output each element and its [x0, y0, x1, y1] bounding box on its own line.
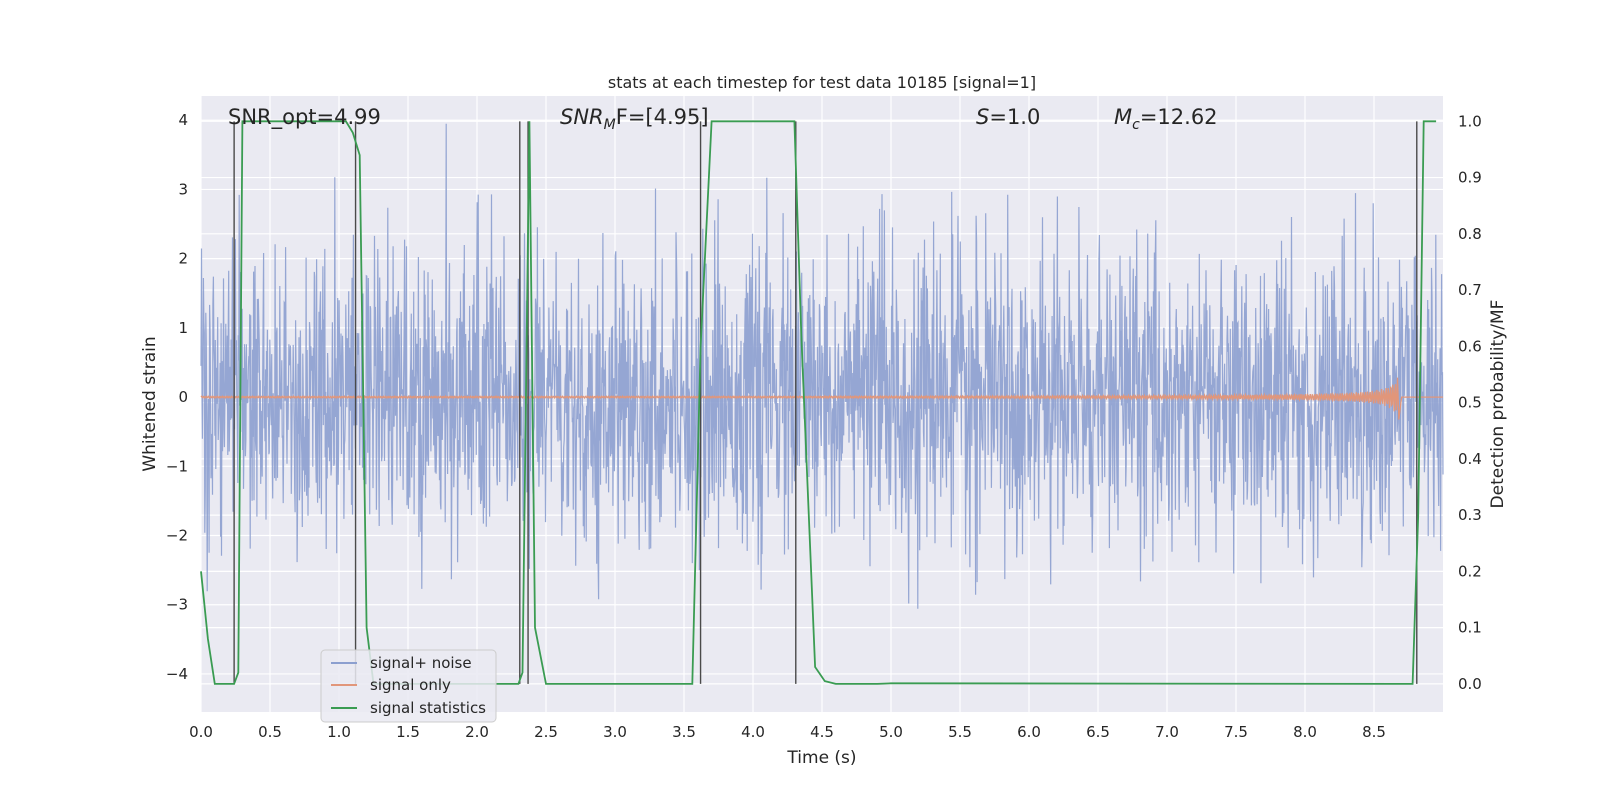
annotation-snr-mf-rest: F=[4.95] — [616, 105, 709, 129]
y-right-tick-label: 0.9 — [1458, 169, 1482, 187]
x-tick-label: 6.0 — [1017, 723, 1041, 741]
y-tick-labels: 4 3 2 1 0 −1 −2 −3 −4 — [166, 111, 188, 683]
series-signal-only — [200, 377, 1443, 420]
annotation-snr-mf-base: SNR — [560, 105, 604, 129]
y-tick-label: 1 — [178, 319, 188, 337]
annotation-mc: Mc=12.62 — [1114, 105, 1218, 133]
annotation-s-var: S — [976, 105, 989, 129]
y-right-tick-label: 0.7 — [1458, 281, 1482, 299]
y-right-tick-label: 0.6 — [1458, 337, 1482, 355]
y-tick-label: −4 — [166, 665, 188, 683]
annotation-s: S=1.0 — [976, 105, 1040, 129]
y-tick-label: 0 — [178, 388, 188, 406]
x-tick-label: 0.5 — [258, 723, 282, 741]
annotation-snr-mf-sub: M — [604, 117, 616, 133]
x-tick-label: 8.0 — [1293, 723, 1317, 741]
x-tick-label: 8.5 — [1362, 723, 1386, 741]
legend-box — [320, 649, 497, 723]
legend-label-stats: signal statistics — [370, 699, 486, 717]
legend-label-signal: signal only — [370, 676, 451, 694]
y-tick-label: 2 — [178, 250, 188, 268]
y-right-tick-label: 0.2 — [1458, 562, 1482, 580]
y-right-tick-label: 0.4 — [1458, 450, 1482, 468]
x-tick-label: 5.0 — [879, 723, 903, 741]
annotation-snr-mf: SNRMF=[4.95] — [560, 105, 709, 133]
y-right-tick-label: 0.1 — [1458, 619, 1482, 637]
y-tick-label: −2 — [166, 527, 188, 545]
x-tick-label: 3.5 — [672, 723, 696, 741]
x-tick-label: 4.0 — [741, 723, 765, 741]
x-tick-label: 2.0 — [465, 723, 489, 741]
series-signal-statistics — [200, 120, 1437, 685]
legend-label-noise: signal+ noise — [370, 654, 472, 672]
y-tick-label: 3 — [178, 180, 188, 198]
series-signal-plus-noise — [200, 123, 1444, 609]
y-tick-label: −3 — [166, 596, 188, 614]
y-right-axis-label: Detection probability/MF — [1488, 300, 1508, 509]
x-tick-label: 7.0 — [1155, 723, 1179, 741]
x-tick-label: 3.0 — [603, 723, 627, 741]
x-tick-label: 5.5 — [948, 723, 972, 741]
chart-title: stats at each timestep for test data 101… — [608, 73, 1036, 92]
annotation-s-rest: =1.0 — [989, 105, 1040, 129]
noise-line — [200, 123, 1444, 609]
signal-line — [200, 377, 1443, 420]
x-tick-label: 7.5 — [1224, 723, 1248, 741]
legend: signal+ noise signal only signal statist… — [320, 649, 497, 723]
y-right-tick-labels: 1.0 0.9 0.8 0.7 0.6 0.5 0.4 0.3 0.2 0.1 0.0 — [1458, 112, 1482, 693]
y-right-tick-label: 1.0 — [1458, 112, 1482, 130]
vertical-markers — [233, 121, 1418, 684]
y-axis-label: Whitened strain — [140, 336, 160, 471]
annotation-snr-opt: SNR_opt=4.99 — [228, 105, 381, 130]
stats-line — [200, 120, 1437, 685]
x-tick-label: 6.5 — [1086, 723, 1110, 741]
x-tick-labels: 0.0 0.5 1.0 1.5 2.0 2.5 3.0 3.5 4.0 4.5 5.0 5.5 6.0 6… — [189, 723, 1386, 741]
annotation-mc-base: M — [1114, 105, 1132, 129]
y-right-tick-label: 0.5 — [1458, 394, 1482, 412]
y-right-tick-label: 0.8 — [1458, 225, 1482, 243]
x-tick-label: 0.0 — [189, 723, 213, 741]
y-tick-label: −1 — [166, 457, 188, 475]
annotation-mc-rest: =12.62 — [1140, 105, 1218, 129]
x-tick-label: 1.5 — [396, 723, 420, 741]
x-tick-label: 1.0 — [327, 723, 351, 741]
x-tick-label: 4.5 — [810, 723, 834, 741]
x-axis-label: Time (s) — [786, 748, 856, 768]
annotation-mc-sub: c — [1132, 117, 1140, 133]
y-right-tick-label: 0.3 — [1458, 506, 1482, 524]
x-tick-label: 2.5 — [534, 723, 558, 741]
y-tick-label: 4 — [178, 111, 188, 129]
y-right-tick-label: 0.0 — [1458, 675, 1482, 693]
